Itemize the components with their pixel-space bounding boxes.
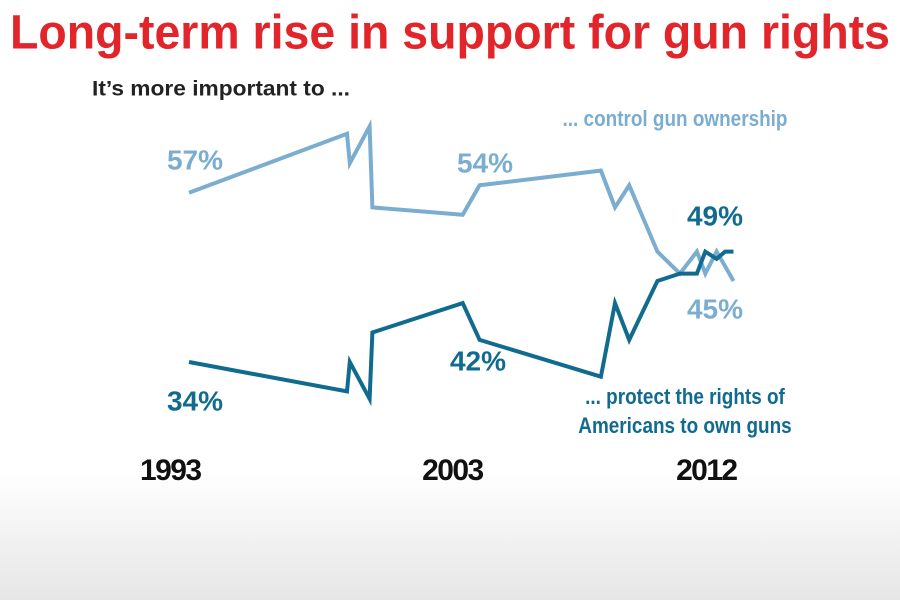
series-label: ... protect the rights of Americans to o… <box>578 384 792 438</box>
series-label: ... control gun ownership <box>562 106 788 131</box>
x-tick-label: 2012 <box>676 454 738 487</box>
x-tick-label: 1993 <box>140 454 202 487</box>
data-label: 34% <box>167 385 223 416</box>
x-tick-label: 2003 <box>422 454 484 487</box>
chart-title: Long-term rise in support for gun rights <box>10 7 890 60</box>
data-label: 54% <box>457 147 513 178</box>
data-label: 42% <box>450 345 506 376</box>
line <box>188 118 736 282</box>
line <box>188 248 734 407</box>
data-label: 49% <box>687 200 743 231</box>
data-label: 45% <box>687 293 743 324</box>
chart-subtitle: It’s more important to ... <box>92 78 350 101</box>
data-label: 57% <box>167 144 223 175</box>
